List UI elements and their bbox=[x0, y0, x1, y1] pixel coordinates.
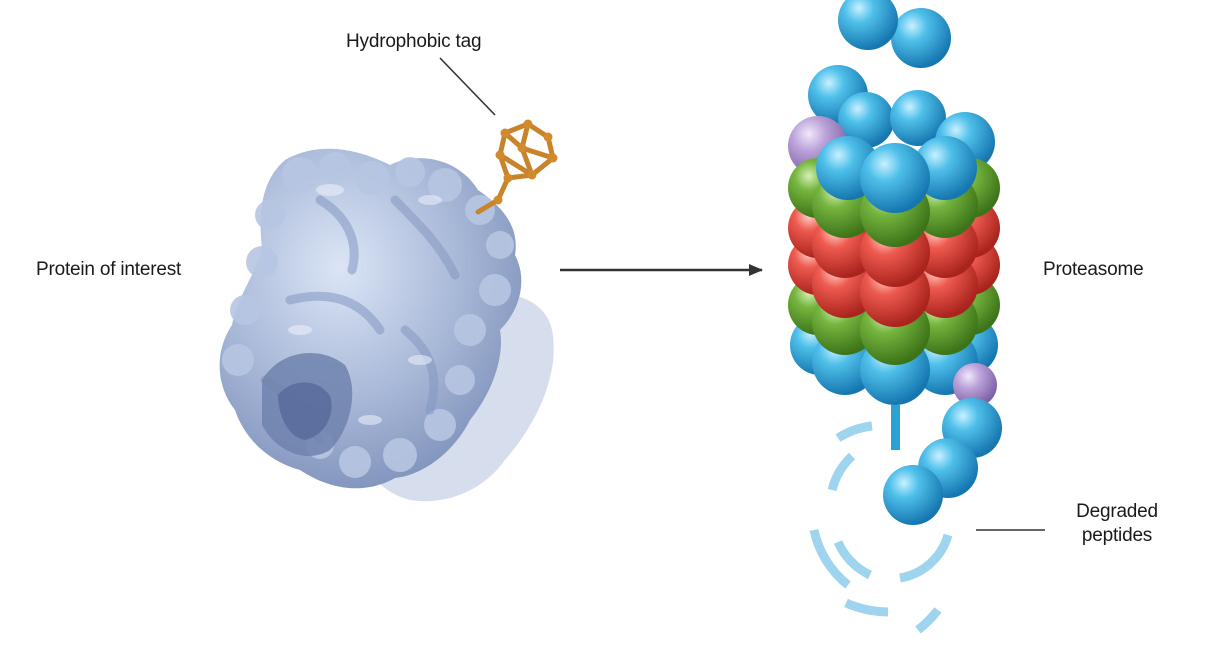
hydrophobic-tag-leader-line bbox=[439, 57, 496, 116]
protein-of-interest-label: Protein of interest bbox=[36, 259, 182, 280]
hydrophobic-tag-atoms bbox=[493, 119, 558, 205]
proteasome-label: Proteasome bbox=[1043, 259, 1144, 280]
degraded-peptide-fragments bbox=[809, 421, 953, 634]
protein-surface bbox=[219, 148, 554, 502]
degraded-peptides-label-line2: peptides bbox=[1081, 525, 1153, 546]
hydrophobic-tag-label: Hydrophobic tag bbox=[346, 31, 482, 52]
degraded-peptides-label: Degraded peptides bbox=[1062, 500, 1172, 548]
degraded-peptides-label-line1: Degraded bbox=[1076, 501, 1158, 522]
proteasome bbox=[788, 0, 1002, 525]
